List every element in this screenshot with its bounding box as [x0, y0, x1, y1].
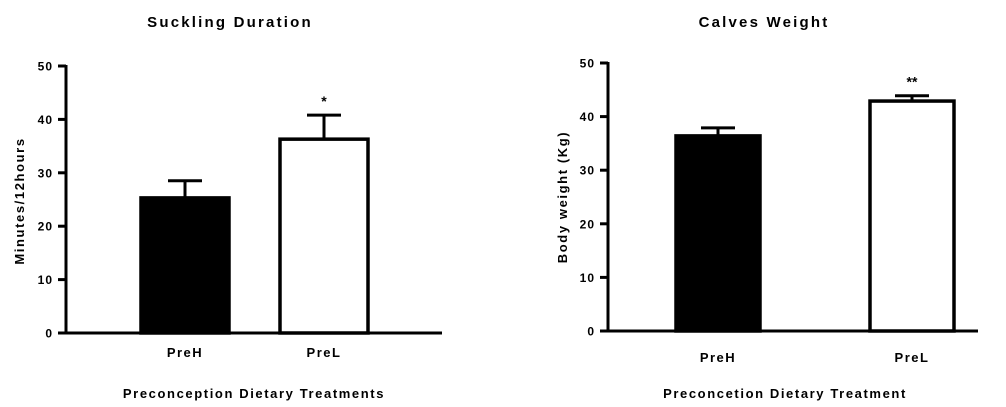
y-tick-label: 0	[45, 327, 53, 341]
bar-prel	[278, 137, 370, 335]
y-tick-label: 20	[38, 220, 53, 234]
x-tick-label: PreH	[700, 350, 736, 365]
y-axis-label: Minutes/12hours	[12, 137, 27, 264]
x-tick-label: PreH	[167, 345, 203, 360]
y-axis-label: Body weight (Kg)	[555, 131, 570, 263]
chart-calves-weight: Calves Weight Body weight (Kg) Preconcet…	[555, 14, 978, 401]
bars: **	[674, 74, 956, 333]
y-tick-label: 30	[580, 164, 595, 178]
chart-title: Suckling Duration	[147, 14, 313, 31]
chart-title: Calves Weight	[699, 14, 830, 31]
x-tick-label: PreL	[307, 345, 342, 360]
significance-marker: **	[907, 74, 918, 90]
x-tick-labels: PreH PreL	[700, 350, 930, 365]
y-tick-label: 0	[587, 325, 595, 339]
x-axis-label: Preconcetion Dietary Treatment	[663, 386, 907, 401]
y-ticks: 0 10 20 30 40 50	[580, 57, 608, 339]
chart-suckling-duration: Suckling Duration Minutes/12hours Precon…	[12, 14, 442, 401]
y-tick-label: 30	[38, 166, 53, 180]
x-axis-label: Preconception Dietary Treatments	[123, 386, 385, 401]
x-tick-label: PreL	[895, 350, 930, 365]
y-tick-label: 20	[580, 217, 595, 231]
bar-preh	[674, 134, 762, 333]
bar-preh	[139, 196, 231, 335]
y-tick-label: 10	[38, 273, 53, 287]
x-tick-labels: PreH PreL	[167, 345, 342, 360]
significance-marker: *	[321, 93, 327, 109]
y-tick-label: 40	[580, 110, 595, 124]
y-tick-label: 50	[580, 57, 595, 71]
y-tick-label: 10	[580, 271, 595, 285]
bar-prel	[868, 99, 956, 333]
y-tick-label: 50	[38, 60, 53, 74]
y-tick-label: 40	[38, 113, 53, 127]
bars: *	[139, 93, 370, 335]
y-ticks: 0 10 20 30 40 50	[38, 60, 66, 341]
